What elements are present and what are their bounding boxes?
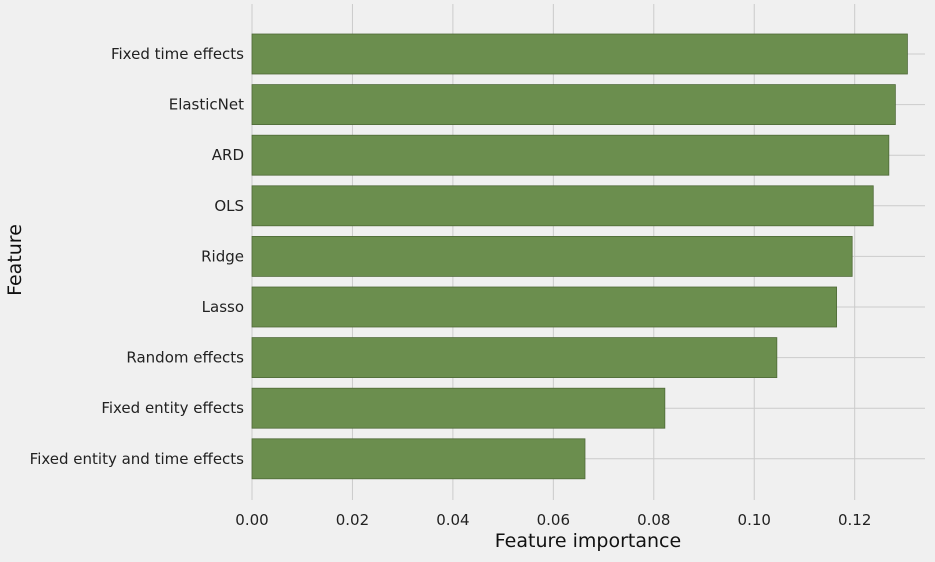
x-tick-label: 0.08 [637, 511, 670, 529]
x-tick-labels: 0.00 0.02 0.04 0.06 0.08 0.10 0.12 [235, 511, 871, 529]
y-axis-title: Feature [4, 224, 26, 296]
bar-ols [251, 185, 874, 227]
bar-elasticnet [251, 84, 896, 125]
bar-fixed-time-effects [251, 33, 908, 75]
y-tick-label: ARD [212, 146, 244, 164]
bar-ard [251, 134, 890, 176]
bar-layer [251, 33, 908, 480]
bar-ridge [251, 235, 853, 277]
y-tick-label: Random effects [126, 349, 244, 367]
y-tick-label: Fixed time effects [111, 45, 244, 63]
y-tick-label: Fixed entity and time effects [30, 450, 245, 468]
y-tick-label: Lasso [202, 298, 244, 316]
y-tick-label: Fixed entity effects [101, 399, 244, 417]
bar-random-effects [251, 337, 778, 379]
y-tick-label: Ridge [201, 247, 244, 265]
x-axis-title: Feature importance [495, 530, 681, 552]
bar-fixed-entity-effects [251, 387, 666, 429]
bar-lasso [251, 286, 838, 328]
x-tick-label: 0.06 [537, 511, 570, 529]
x-tick-label: 0.04 [436, 511, 469, 529]
x-tick-label: 0.12 [838, 511, 871, 529]
y-tick-labels: Fixed time effects ElasticNet ARD OLS Ridge L… [30, 45, 245, 468]
y-tick-label: ElasticNet [169, 96, 244, 114]
bar-fixed-entity-and-time-effects [251, 438, 586, 480]
y-tick-label: OLS [214, 197, 244, 215]
x-tick-label: 0.02 [336, 511, 369, 529]
x-tick-label: 0.10 [738, 511, 771, 529]
x-tick-label: 0.00 [235, 511, 268, 529]
